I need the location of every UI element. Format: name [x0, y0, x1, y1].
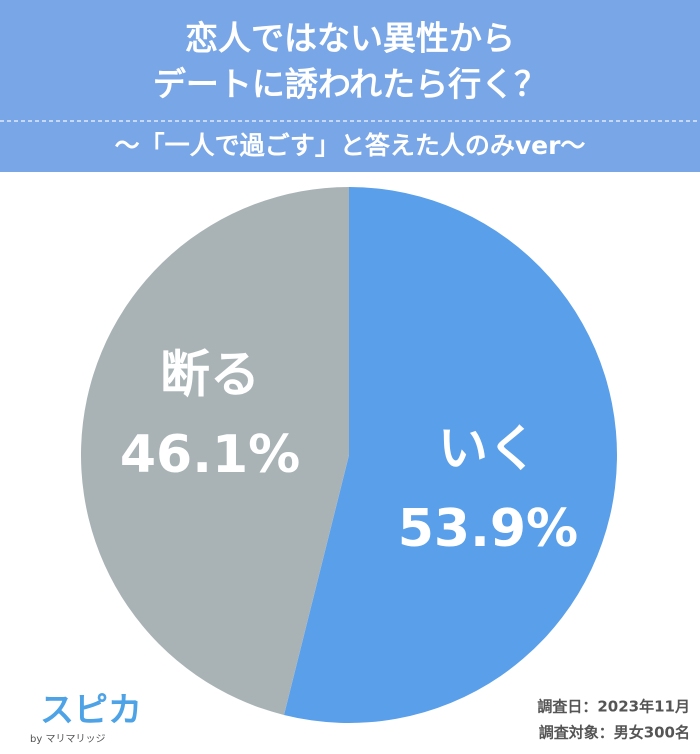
logo-byline: by マリマリッジ — [30, 734, 105, 745]
chart-title: 恋人ではない異性から — [185, 19, 515, 58]
logo: スピカ — [40, 691, 142, 731]
chart-title: デートに誘われたら行く？ — [153, 65, 547, 104]
footer-note: 調査対象：男女300名 — [539, 724, 690, 742]
pie-slice — [80, 187, 349, 715]
footer-note: 調査日：2023年11月 — [537, 698, 690, 716]
pie-slice — [283, 187, 617, 723]
header-band — [0, 0, 700, 172]
slice-label: いく — [438, 420, 538, 478]
value-label: 46.1% — [120, 425, 300, 485]
value-label: 53.9% — [398, 499, 578, 559]
pie: いく 53.9% 断る 46.1% — [80, 187, 617, 723]
slice-label: 断る — [160, 345, 260, 403]
chart-subtitle: 〜「一人で過ごす」と答えた人のみver〜 — [115, 131, 586, 160]
